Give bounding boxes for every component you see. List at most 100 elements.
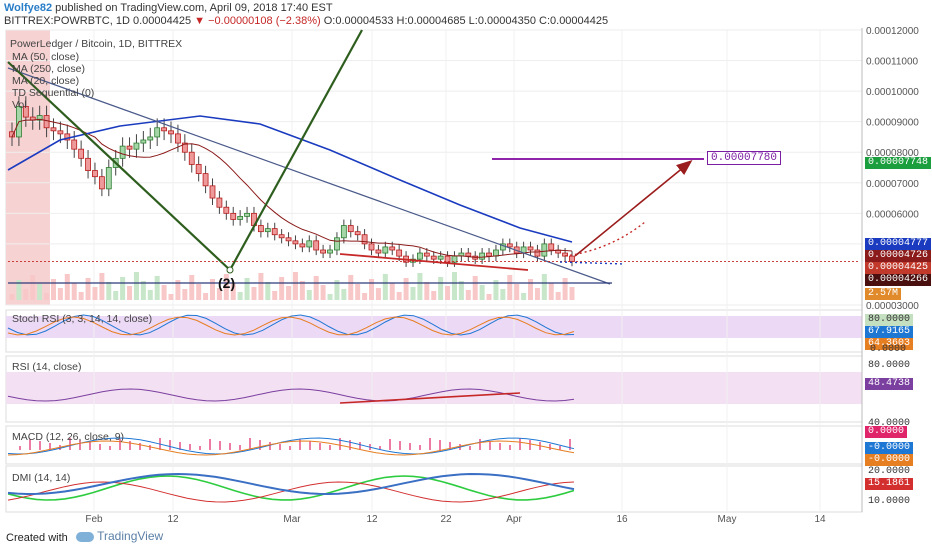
volume-bar [341, 289, 347, 300]
candle-body [257, 225, 264, 233]
footer-brand: TradingView [97, 529, 164, 543]
volume-bar [306, 290, 312, 300]
volume-bar [541, 274, 547, 300]
volume-bar [16, 280, 22, 300]
stoch-zero-tick: 0.0000 [870, 344, 907, 355]
candle-body [417, 252, 423, 260]
ohlc: O:0.00004533 H:0.00004685 L:0.00004350 C… [323, 15, 609, 27]
volume-bar [458, 281, 464, 300]
last-price: 0.00004425 [132, 15, 192, 27]
volume-bar [362, 293, 368, 300]
candle-body [493, 249, 499, 257]
ma20-label[interactable]: MA (20, close) [12, 75, 80, 87]
volume-bar [355, 284, 361, 300]
publish-line: Wolfye82 published on TradingView.com, A… [4, 2, 333, 14]
candle-body [119, 145, 126, 159]
rsi-value-badge: 48.4738 [865, 378, 914, 390]
wave-line-2 [229, 29, 363, 271]
stoch-band [6, 316, 862, 338]
candle-body [43, 115, 50, 129]
candle-body [327, 249, 333, 254]
ma250-label[interactable]: MA (250, close) [12, 63, 85, 75]
macd-label[interactable]: MACD (12, 26, close, 9) [12, 431, 125, 443]
volume-bar [189, 275, 195, 300]
volume-bar [438, 277, 444, 300]
wave-line-1 [7, 61, 231, 271]
volume-bar [113, 291, 119, 300]
candle-body [340, 225, 347, 239]
volume-bars [9, 272, 575, 300]
y-tick-label: 0.00012000 [866, 26, 919, 37]
volume-bar [562, 278, 568, 300]
rsi-label[interactable]: RSI (14, close) [12, 361, 82, 373]
adx-line [7, 472, 575, 496]
macd-line-badge: -0.0000 [865, 442, 914, 454]
volume-bar [203, 293, 209, 300]
x-tick-label: Apr [506, 514, 522, 525]
candle-body [347, 225, 354, 233]
y-tick-label: 0.00010000 [866, 87, 919, 98]
candle-body [57, 130, 64, 135]
candle-body [375, 249, 382, 254]
candle-body [36, 115, 43, 121]
volume-bar [493, 280, 499, 300]
author-link[interactable]: Wolfye82 [4, 2, 53, 14]
candle-body [133, 142, 140, 150]
rsi-band [6, 372, 862, 404]
dmi-label[interactable]: DMI (14, 14) [12, 472, 71, 484]
price-badge-ma20: 0.00004726 [865, 250, 932, 262]
candle-body [479, 252, 486, 260]
x-tick-label: 14 [814, 514, 826, 525]
candle-body [506, 243, 513, 248]
ma50-label[interactable]: MA (50, close) [12, 51, 80, 63]
volume-bar [410, 287, 416, 300]
volume-bar [479, 285, 485, 300]
dmi-bottom-tick: 10.0000 [868, 496, 911, 507]
td-sequential-label[interactable]: TD Sequential (0) [12, 87, 95, 99]
dmi-value-badge: 15.1861 [865, 478, 914, 490]
x-tick-label: 12 [366, 514, 378, 525]
x-tick-label: 12 [167, 514, 179, 525]
volume-label[interactable]: Vol [12, 99, 27, 111]
symbol: BITTREX:POWRBTC, 1D [4, 15, 130, 27]
volume-bar [71, 283, 77, 300]
candle-body [527, 246, 534, 251]
candle-body [313, 240, 320, 251]
tradingview-logo[interactable]: TradingView [76, 529, 170, 545]
candle-body [126, 145, 133, 150]
candle-body [195, 164, 202, 175]
rsi-bottom-tick: 40.0000 [868, 418, 911, 429]
stoch-k-badge: 67.9165 [865, 326, 914, 338]
candle-body [430, 255, 437, 260]
ma-projection-dotted [559, 261, 626, 265]
stoch-rsi-label[interactable]: Stoch RSI (3, 3, 14, 14, close) [12, 313, 153, 325]
candle-body [168, 130, 174, 135]
x-tick-label: 22 [440, 514, 452, 525]
candle-body [244, 212, 250, 217]
candle-body [541, 243, 548, 257]
price-badge-ma: 0.00007748 [865, 157, 932, 169]
candle-body [382, 246, 389, 254]
volume-bar [417, 273, 423, 300]
candle-body [306, 240, 313, 248]
cloud-icon [76, 531, 94, 542]
candle-body [368, 243, 375, 251]
volume-bar [528, 279, 534, 300]
stoch-k-line [7, 314, 575, 336]
price-badge-ma50: 0.00004777 [865, 238, 932, 250]
footer-created: Created with [6, 532, 68, 544]
down-triangle-icon: ▼ [194, 15, 206, 27]
target-arrow [574, 159, 693, 257]
rsi-divergence-line [339, 392, 521, 404]
candle-body [320, 249, 327, 254]
candle-body [278, 234, 285, 239]
volume-bar [50, 279, 56, 300]
x-tick-label: Feb [85, 514, 103, 525]
candle-body [334, 237, 340, 251]
volume-bar [85, 278, 91, 300]
wave-point [226, 266, 234, 274]
y-tick-label: 0.00007000 [866, 179, 919, 190]
ma20-line [11, 118, 573, 258]
candle-body [444, 255, 451, 263]
volume-bar [9, 294, 15, 300]
